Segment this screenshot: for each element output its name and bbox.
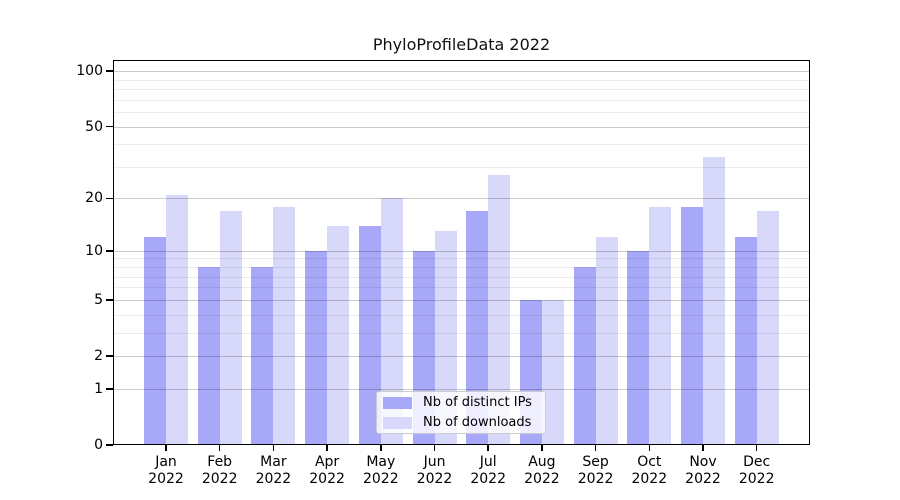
gridline-minor	[113, 166, 810, 168]
x-tick-label: Aug 2022	[524, 454, 560, 487]
x-tick	[326, 445, 328, 451]
bar-distinct-ips-oct	[627, 250, 650, 445]
x-tick	[433, 445, 436, 451]
y-tick-label: 5	[94, 291, 103, 308]
x-tick-label: Mar 2022	[255, 454, 292, 487]
bar-downloads-feb	[219, 210, 242, 445]
bar-distinct-ips-may	[358, 225, 381, 445]
y-tick	[106, 125, 113, 128]
bar-downloads-sep	[595, 237, 618, 445]
y-tick	[106, 444, 113, 446]
gridline-major	[113, 71, 810, 73]
bar-downloads-dec	[756, 210, 779, 445]
bar-distinct-ips-feb	[197, 267, 220, 445]
gridline-minor	[113, 267, 810, 269]
legend-label-distinct-ips: Nb of distinct IPs	[423, 395, 532, 410]
bar-downloads-jan	[166, 194, 188, 445]
legend-swatch-distinct-ips	[383, 396, 412, 409]
y-tick	[106, 249, 113, 252]
x-tick	[272, 445, 275, 451]
y-tick	[106, 388, 113, 390]
bar-downloads-nov	[703, 157, 725, 445]
gridline-minor	[113, 314, 810, 316]
y-tick-label: 1	[94, 380, 103, 397]
gridline-minor	[113, 332, 810, 334]
x-tick	[594, 445, 597, 451]
gridline-minor	[113, 112, 810, 114]
bar-distinct-ips-sep	[573, 267, 596, 445]
x-tick	[755, 445, 758, 451]
gridline-minor	[113, 258, 810, 260]
gridline-major	[113, 299, 810, 301]
x-tick-label: May 2022	[362, 454, 399, 487]
bar-distinct-ips-apr	[305, 250, 328, 445]
bar-distinct-ips-jan	[144, 237, 166, 445]
x-tick	[648, 445, 651, 451]
legend-label-downloads: Nb of downloads	[423, 415, 532, 430]
gridline-major	[113, 388, 810, 390]
gridline-major	[113, 356, 810, 357]
bar-downloads-mar	[273, 206, 296, 445]
chart-title: PhyloProfileData 2022	[372, 35, 551, 54]
gridline-minor	[113, 144, 810, 146]
legend-row-downloads: Nb of downloads	[383, 413, 545, 433]
gridline-major	[113, 250, 810, 252]
gridline-minor	[113, 99, 810, 101]
x-tick-label: Jul 2022	[470, 454, 506, 487]
y-tick-label: 100	[76, 63, 103, 80]
x-tick	[165, 445, 167, 451]
legend-row-distinct-ips: Nb of distinct IPs	[383, 393, 545, 413]
y-tick-label: 50	[85, 118, 103, 135]
x-tick-label: Apr 2022	[309, 454, 345, 487]
x-tick-label: Oct 2022	[631, 454, 668, 487]
legend-swatch-downloads	[383, 416, 412, 429]
x-tick-label: Dec 2022	[738, 454, 775, 487]
legend: Nb of distinct IPs Nb of downloads	[376, 391, 546, 434]
gridline-major	[113, 126, 810, 128]
x-tick	[541, 445, 543, 451]
bar-downloads-apr	[327, 225, 350, 445]
x-tick-label: Nov 2022	[685, 454, 721, 487]
x-tick	[380, 445, 382, 451]
x-tick	[702, 445, 704, 451]
bar-downloads-may	[380, 198, 403, 445]
y-tick	[106, 197, 113, 200]
y-tick	[106, 355, 113, 357]
gridline-minor	[113, 89, 810, 91]
y-tick-label: 0	[94, 437, 103, 453]
x-tick-label: Feb 2022	[201, 454, 238, 487]
y-tick-label: 2	[94, 348, 103, 364]
plot-area: 100 50 20 10 5 2 1 0 Jan 2022 Feb 2022 Mar 2022 Apr 20…	[76, 60, 810, 487]
x-tick-label: Jan 2022	[148, 454, 184, 487]
bar-distinct-ips-jul	[466, 210, 489, 445]
bar-distinct-ips-dec	[734, 237, 757, 445]
bar-downloads-jul	[488, 175, 511, 445]
x-tick	[218, 445, 221, 451]
y-tick	[106, 70, 113, 72]
y-tick	[106, 299, 113, 301]
x-tick-label: Jun 2022	[416, 454, 453, 487]
bar-distinct-ips-nov	[681, 206, 703, 445]
gridline-minor	[113, 287, 810, 289]
x-tick-label: Sep 2022	[577, 454, 614, 487]
y-tick-label: 20	[85, 190, 103, 207]
x-tick	[487, 445, 489, 451]
bar-downloads-aug	[541, 299, 564, 445]
y-tick-label: 10	[85, 242, 103, 259]
bar-downloads-oct	[649, 206, 672, 445]
bar-distinct-ips-mar	[251, 267, 274, 445]
gridline-major	[113, 198, 810, 200]
gridline-minor	[113, 79, 810, 81]
gridline-minor	[113, 276, 810, 278]
